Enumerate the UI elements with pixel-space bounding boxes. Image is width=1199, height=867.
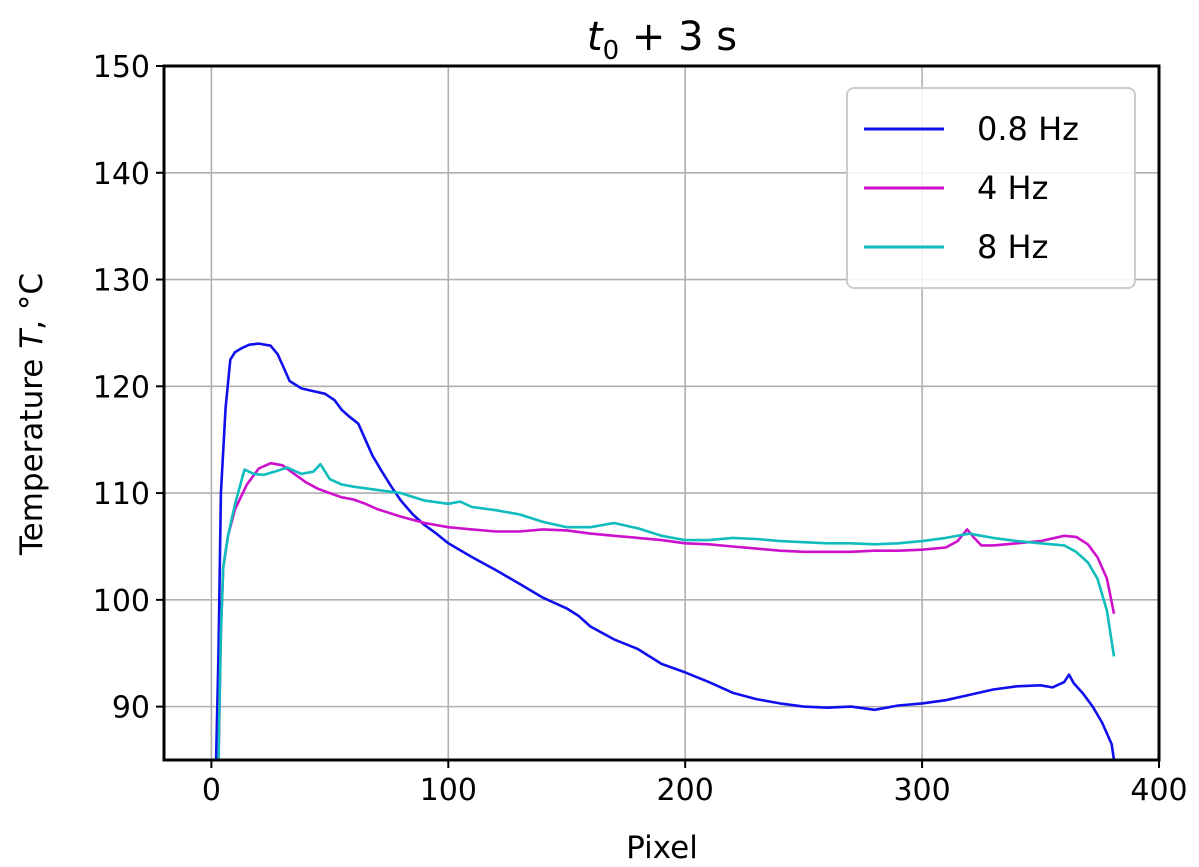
y-axis-label-suffix: , °C (14, 273, 50, 330)
series-line-1 (217, 461, 1116, 760)
y-axis-label-var: T (14, 328, 50, 349)
x-axis-ticks: 0 100 200 300 400 (202, 760, 1188, 808)
x-tick-label: 100 (420, 773, 477, 808)
y-axis-label-prefix: Temperature (14, 349, 50, 556)
series-line-0 (214, 342, 1116, 760)
legend-label-2: 8 Hz (977, 228, 1048, 266)
plot-frame (162, 64, 1161, 762)
y-tick-label: 100 (93, 584, 150, 619)
y-tick-label: 140 (93, 157, 150, 192)
x-axis-label: Pixel (626, 830, 698, 866)
chart-title-main: t (587, 14, 604, 60)
y-tick-label: 150 (93, 50, 150, 85)
x-tick-label: 200 (657, 773, 714, 808)
y-tick-label: 130 (93, 264, 150, 299)
y-axis-ticks: 90 100 110 120 130 140 150 (93, 50, 164, 726)
x-tick-label: 400 (1130, 773, 1187, 808)
x-tick-label: 300 (893, 773, 950, 808)
chart-title: t0 + 3 s (587, 14, 737, 66)
legend-label-0: 0.8 Hz (977, 110, 1079, 148)
y-tick-label: 90 (112, 691, 150, 726)
chart-title-sub: 0 (603, 36, 620, 66)
legend: 0.8 Hz 4 Hz 8 Hz (846, 87, 1136, 289)
legend-box (846, 87, 1136, 289)
series-layer (214, 342, 1116, 760)
series-line-2 (217, 462, 1116, 760)
legend-label-1: 4 Hz (977, 169, 1048, 207)
y-axis-label: Temperature T, °C (14, 273, 50, 556)
y-tick-label: 110 (93, 477, 150, 512)
chart-title-rest: + 3 s (619, 14, 737, 60)
y-tick-label: 120 (93, 370, 150, 405)
x-tick-label: 0 (202, 773, 221, 808)
